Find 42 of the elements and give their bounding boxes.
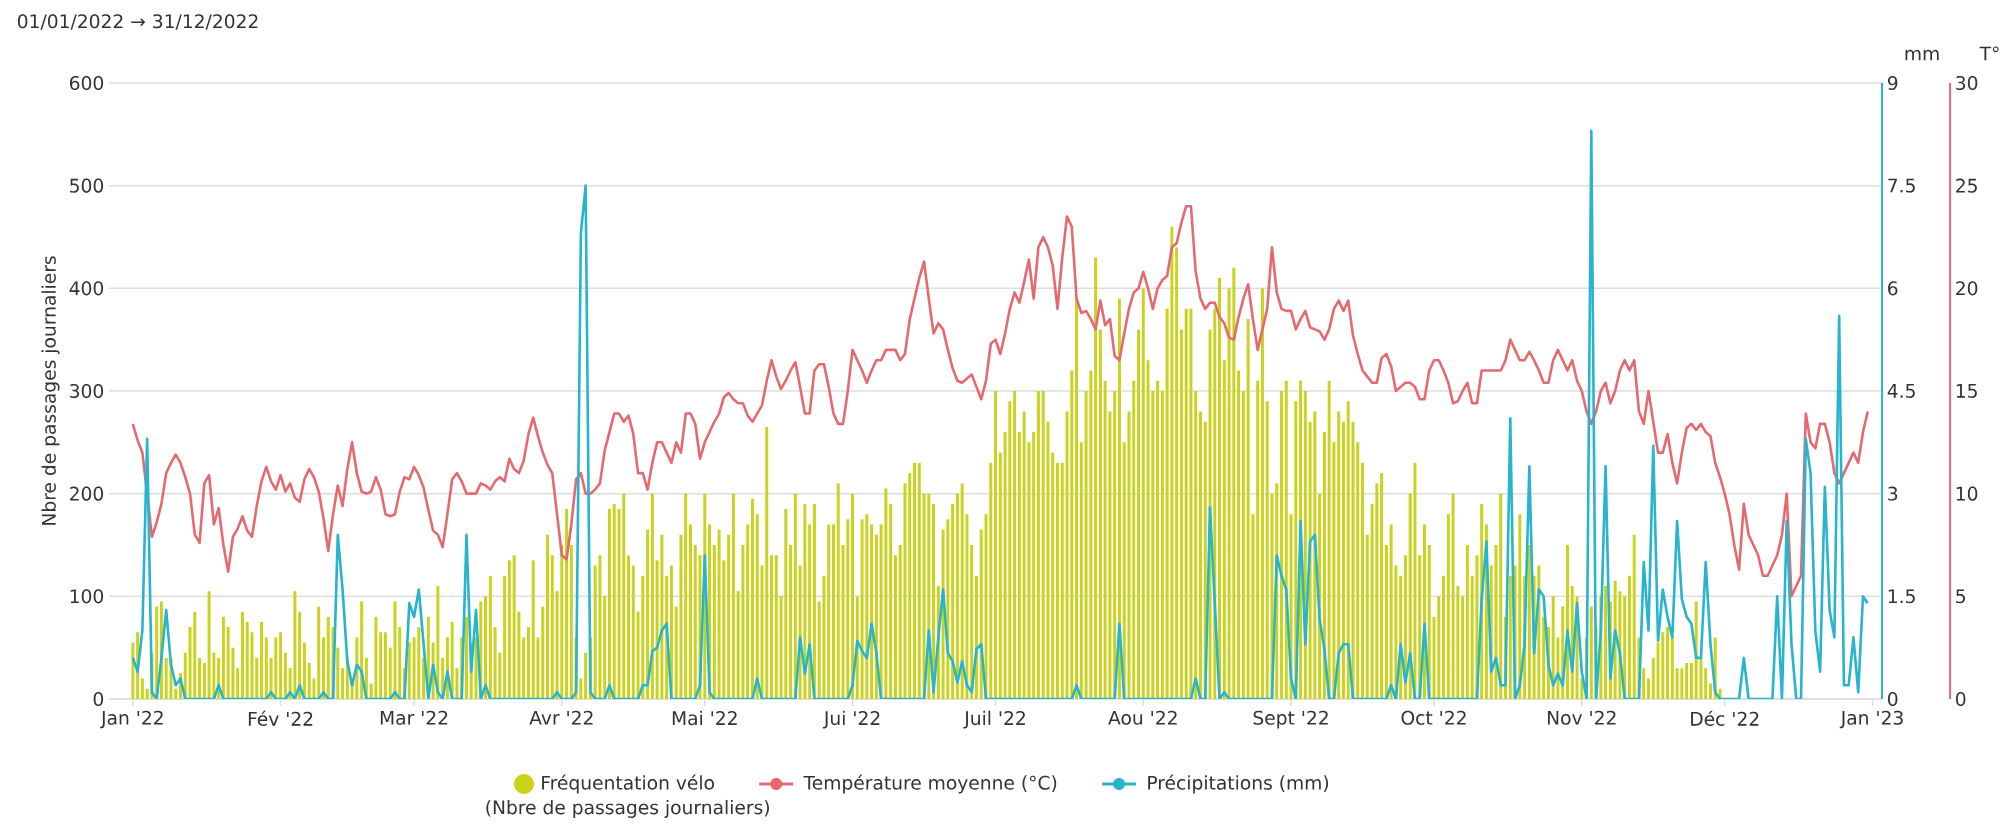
y-tick-label: 500	[70, 178, 104, 193]
legend-label: Température moyenne (°C)	[803, 774, 1057, 794]
y2-tick-label: 9	[1887, 75, 1898, 91]
x-tick-label: Sept '22	[1253, 710, 1328, 729]
legend-label: Précipitations (mm)	[1148, 774, 1329, 794]
y3-tick-label: 25	[1956, 178, 1977, 193]
x-tick-label: Nov '22	[1547, 710, 1616, 725]
chart-title: 01/01/2022 → 31/12/2022	[17, 14, 258, 30]
y-tick-label: 100	[70, 589, 104, 604]
x-tick-label: Mar '22	[380, 710, 448, 725]
y2-tick-label: 1.5	[1888, 589, 1915, 604]
y3-tick-label: 5	[1956, 589, 1966, 604]
y2-tick-label: 6	[1888, 281, 1898, 296]
x-tick-label: Aou '22	[1108, 710, 1177, 725]
y3-tick-label: 20	[1956, 281, 1978, 296]
y-tick-label: 200	[70, 486, 104, 501]
y3-tick-label: 15	[1956, 384, 1977, 398]
x-tick-label: Mai '22	[672, 710, 737, 726]
legend-label: Fréquentation vélo	[542, 774, 714, 794]
y-axis-title: Nbre de passages journaliers	[41, 256, 60, 525]
x-tick-label: Jan '22	[100, 710, 163, 729]
y3-tick-label: 30	[1956, 75, 1978, 91]
text: (Nbre de passages journaliers)	[486, 799, 769, 818]
y-tick-label: 600	[69, 75, 104, 91]
y3-axis-title: T°	[1979, 46, 1999, 61]
y2-tick-label: 0	[1888, 691, 1898, 707]
y2-axis-title: mm	[1905, 49, 1939, 61]
x-tick-label: Juil '22	[963, 710, 1025, 729]
x-tick-label: Fév '22	[248, 710, 313, 726]
y2-tick-label: 4.5	[1887, 384, 1915, 398]
y2-tick-label: 3	[1888, 486, 1898, 501]
y-tick-label: 300	[70, 383, 104, 399]
x-tick-label: Jan '23	[1839, 710, 1903, 729]
x-tick-label: Oct '22	[1401, 710, 1466, 725]
y3-tick-label: 10	[1956, 486, 1978, 501]
y-tick-label: 400	[69, 281, 104, 296]
x-tick-label: Avr '22	[529, 710, 593, 725]
y3-tick-label: 0	[1956, 691, 1966, 707]
y-tick-label: 0	[93, 691, 104, 707]
y2-tick-label: 7.5	[1888, 178, 1915, 193]
x-tick-label: Déc '22	[1691, 710, 1759, 726]
x-tick-label: Jui '22	[822, 710, 880, 729]
